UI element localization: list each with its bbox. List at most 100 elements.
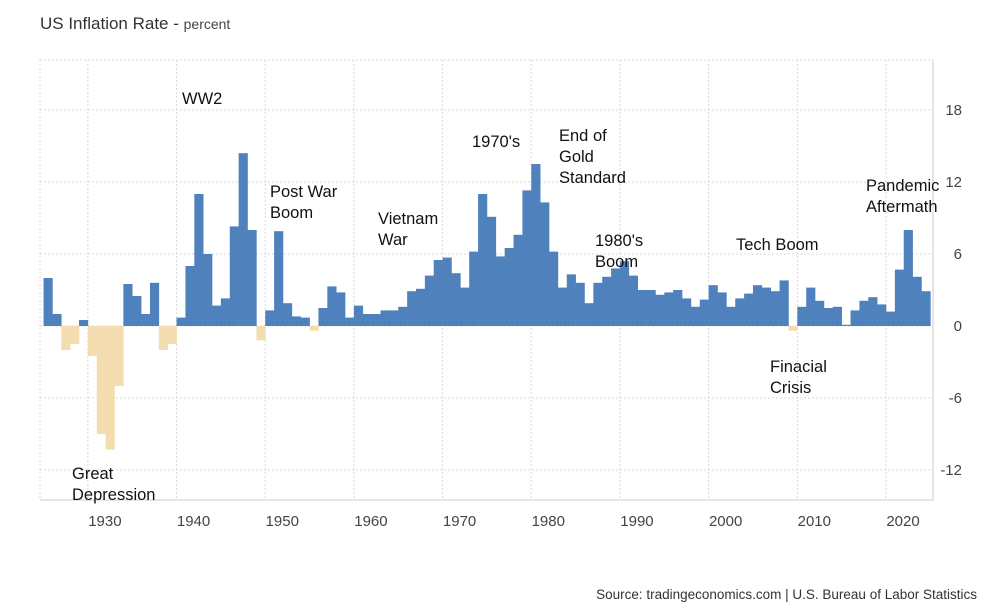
bar-1976 [495,256,505,326]
bar-1954 [300,317,310,326]
bar-2000 [708,285,718,326]
bar-1931 [96,326,106,434]
y-tick-label: 12 [945,174,962,191]
annotation-financial-crisis: Finacial [770,358,827,376]
bar-1957 [327,286,337,326]
annotation-vietnam-war: Vietnam [378,210,438,228]
bar-1958 [336,292,346,326]
title-text: US Inflation Rate [40,14,169,33]
y-axis: 18 12 6 0 -6 -12 [940,102,962,479]
bar-1961 [362,314,372,326]
bar-2007 [770,291,780,326]
bar-2013 [823,308,834,326]
bar-1995 [664,292,674,326]
bar-1953 [291,316,302,326]
x-tick-label: 1970 [443,513,476,530]
bar-2001 [717,292,727,326]
bar-1967 [416,288,426,326]
x-tick-label: 1930 [88,513,121,530]
bar-2002 [726,306,736,326]
bar-1941 [185,266,195,326]
bar-1933 [114,326,124,386]
bar-2005 [752,285,763,326]
bar-1949 [256,326,266,341]
bar-1939 [167,326,177,344]
y-tick-label: 18 [945,102,962,119]
bar-1991 [628,275,638,326]
annotation-great-depression: Great [72,465,114,483]
bar-2003 [735,298,745,326]
bar-1945 [220,298,231,326]
bar-1979 [522,190,532,326]
y-tick-label: -6 [949,390,962,407]
annotation-great-depression: Depression [72,486,155,504]
bar-2020 [886,311,896,326]
bar-1988 [602,276,612,326]
bar-1998 [690,306,701,326]
x-tick-label: 1990 [620,513,653,530]
annotation-pandemic-aftermath: Aftermath [866,198,938,216]
bar-1925 [43,278,53,326]
bar-1938 [158,326,168,350]
bar-2018 [868,297,878,326]
bar-2019 [877,304,887,326]
annotation-1970s: 1970's [472,133,520,151]
bar-1989 [611,268,621,326]
annotation-pandemic-aftermath: Pandemic [866,177,939,195]
annotation-ww2: WW2 [182,90,222,108]
annotation-1980s-boom: 1980's [595,232,643,250]
bar-1980 [531,164,541,326]
bar-1977 [504,248,514,326]
bar-2024 [921,291,931,326]
bar-1937 [149,282,160,326]
bar-1985 [575,282,585,326]
bar-1942 [194,194,204,326]
annotation-end-of-gold-standard: Gold [559,148,594,166]
bar-1966 [407,291,417,326]
annotation-tech-boom: Tech Boom [736,236,819,254]
bar-1983 [557,287,568,326]
bar-1964 [389,310,399,326]
bar-1997 [682,298,692,326]
bar-2008 [779,280,789,326]
bar-2012 [815,300,825,326]
bar-1943 [203,254,213,326]
bar-2017 [859,300,869,326]
x-tick-label: 1980 [532,513,565,530]
bar-1973 [469,251,479,326]
bar-1951 [274,231,284,326]
x-tick-label: 1950 [266,513,299,530]
chart-title: US Inflation Rate - percent [40,14,231,33]
y-tick-label: 0 [954,318,962,335]
bar-1926 [52,314,62,326]
x-tick-label: 2020 [886,513,919,530]
bar-1994 [655,294,665,326]
bar-1987 [593,282,603,326]
x-axis: 1930 1940 1950 1960 1970 1980 1990 2000 2010 2020 [88,513,919,530]
bar-2014 [832,306,842,326]
bar-1946 [229,226,239,326]
x-tick-label: 1960 [354,513,387,530]
bar-1935 [132,296,142,326]
annotation-end-of-gold-standard: End of [559,127,607,145]
y-tick-label: 6 [954,246,962,263]
bar-1972 [460,287,470,326]
bar-1956 [318,308,328,326]
bar-1986 [584,303,594,326]
bar-1944 [212,305,222,326]
bar-2021 [894,269,905,326]
bar-2015 [841,324,851,326]
bar-1993 [646,290,656,326]
bar-1999 [699,299,709,326]
bar-1936 [141,314,151,326]
bar-1978 [513,234,523,326]
bar-1969 [433,260,443,326]
bar-1965 [398,306,408,326]
y-tick-label: -12 [940,462,962,479]
bar-1963 [380,310,390,326]
bar-1947 [238,153,248,326]
bar-2022 [903,230,913,326]
bar-1932 [105,326,115,450]
bar-2010 [797,306,807,326]
